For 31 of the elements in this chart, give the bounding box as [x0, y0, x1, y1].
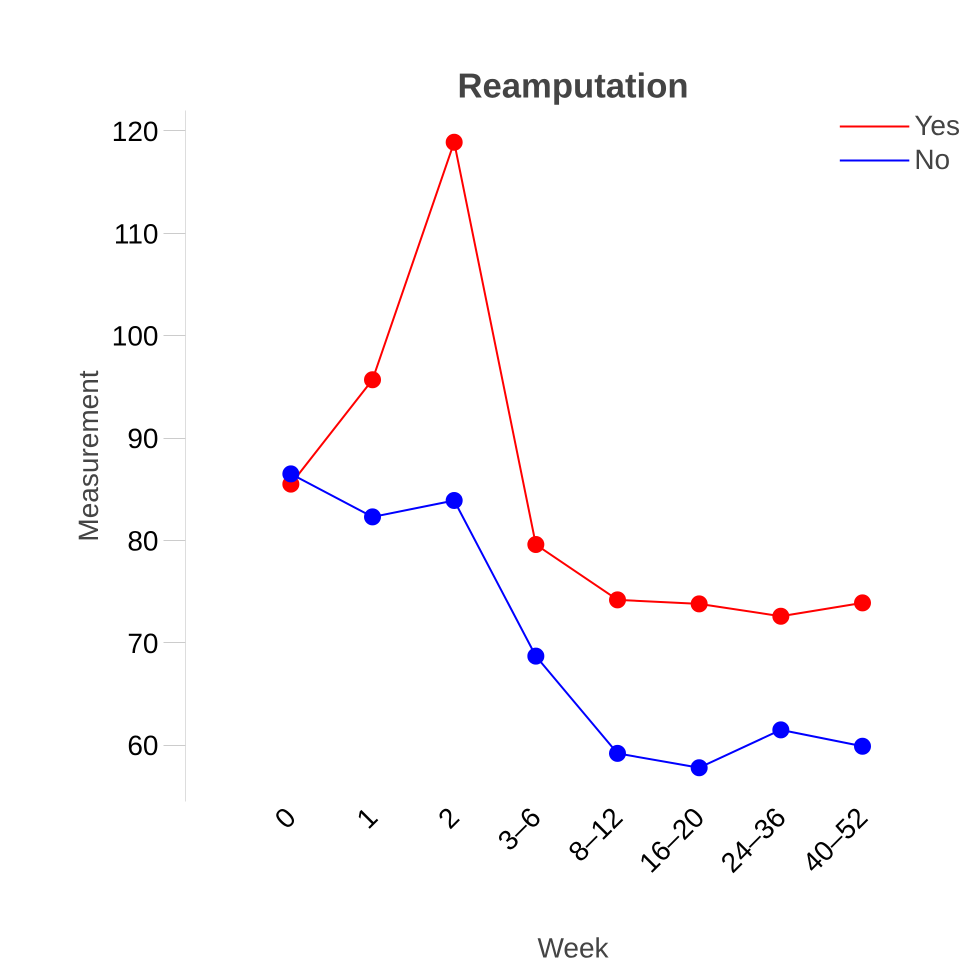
y-tick-label: 80: [127, 525, 159, 556]
point: [446, 492, 463, 510]
x-tick-label: 1: [350, 802, 384, 834]
point: [772, 608, 790, 625]
point: [690, 595, 708, 612]
point: [364, 508, 382, 526]
y-tick-label: 110: [114, 218, 158, 250]
y-tick-label: 120: [112, 116, 158, 147]
point: [527, 536, 544, 554]
point: [854, 738, 871, 755]
y-tick-label: 100: [112, 320, 158, 352]
y-tick-label: 60: [127, 730, 159, 762]
point: [282, 465, 300, 482]
legend-label: Yes: [914, 110, 960, 142]
y-axis-title: Measurement: [72, 370, 104, 542]
y-tick-label: 90: [127, 423, 159, 454]
point: [609, 744, 626, 762]
x-axis-title: Week: [537, 932, 610, 964]
point: [772, 721, 790, 738]
point: [527, 648, 544, 665]
y-tick-label: 70: [127, 628, 159, 659]
x-tick-label: 2: [432, 802, 466, 834]
point: [854, 594, 871, 612]
x-tick-label: 0: [268, 802, 302, 834]
x-tick-label: 3–6: [492, 802, 547, 856]
chart-title: Reamputation: [457, 68, 689, 106]
point: [446, 134, 463, 151]
point: [609, 591, 626, 608]
point: [364, 371, 382, 388]
legend-label: No: [914, 144, 950, 176]
point: [690, 759, 708, 776]
